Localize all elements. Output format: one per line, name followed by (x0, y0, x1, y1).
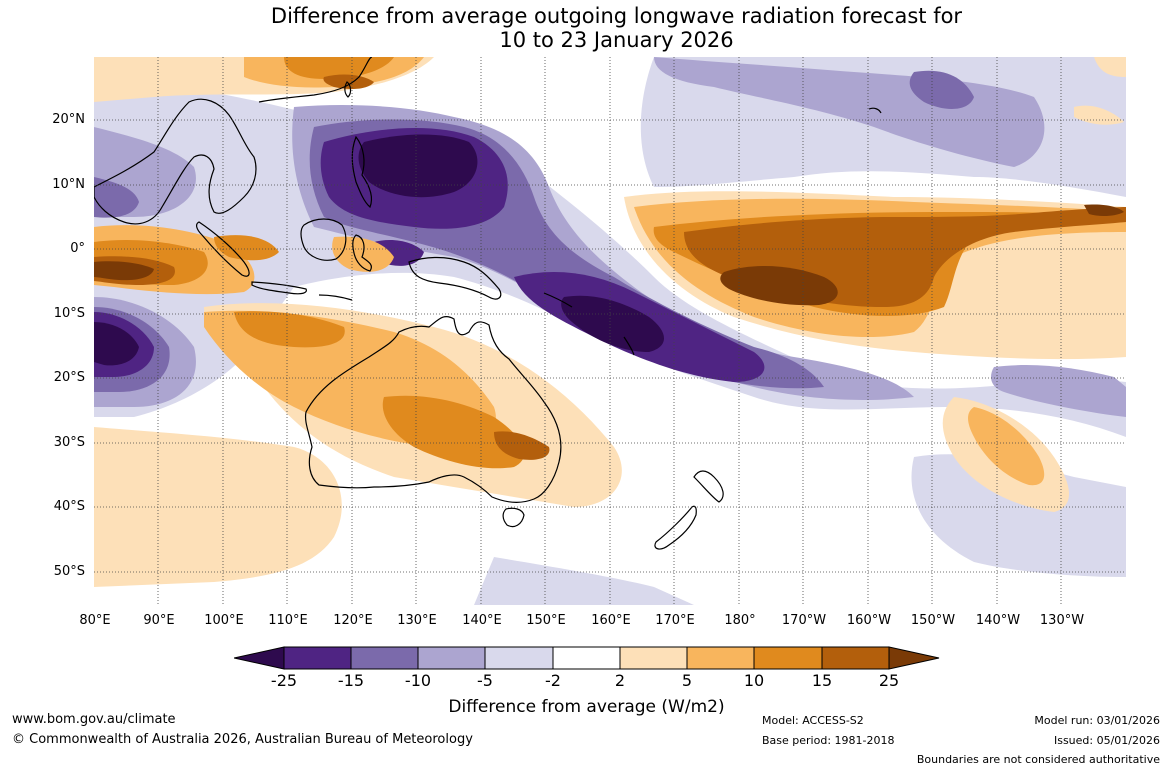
olr-anomaly-map (94, 57, 1126, 605)
philippines-coast (351, 135, 373, 208)
graticule (94, 57, 1126, 605)
lon-label-130w: 130°W (1039, 613, 1085, 628)
lat-label-50s: 50°S (53, 564, 85, 579)
lon-label-140e: 140°E (462, 613, 502, 628)
colorbar-tick: 2 (614, 671, 626, 690)
lat-label-10s: 10°S (53, 306, 85, 321)
copyright-text: © Commonwealth of Australia 2026, Austra… (12, 732, 473, 747)
colorbar-tick: 15 (811, 671, 833, 690)
vanuatu-coast (623, 336, 635, 356)
lon-label-90e: 90°E (143, 613, 175, 628)
colorbar-tick: -25 (270, 671, 298, 690)
colorbar-tick: 5 (681, 671, 693, 690)
title-line-1: Difference from average outgoing longwav… (270, 4, 963, 28)
lon-label-80e: 80°E (79, 613, 111, 628)
se-asia-coast (94, 98, 257, 225)
colorbar-segment-1 (283, 646, 352, 670)
lon-label-170w: 170°W (781, 613, 827, 628)
lon-label-160w: 160°W (846, 613, 892, 628)
lon-label-180: 180° (724, 613, 756, 628)
australia-coast (304, 315, 562, 503)
colorbar-tick: -2 (545, 671, 561, 690)
lat-label-30s: 30°S (53, 435, 85, 450)
lon-label-120e: 120°E (333, 613, 373, 628)
colorbar-segment-7 (686, 646, 755, 670)
colorbar-left-arrow (234, 646, 285, 670)
china-coast (258, 57, 373, 103)
lesser-sunda-coast (318, 294, 353, 301)
anomaly-extreme-purple (94, 134, 664, 366)
colorbar-segment-2 (350, 646, 419, 670)
colorbar-tick: -15 (337, 671, 365, 690)
lat-label-10n: 10°N (52, 177, 85, 192)
anomaly-dark-brown (94, 204, 1124, 306)
borneo-coast (300, 218, 347, 261)
colorbar-segment-8 (753, 646, 823, 670)
lon-label-140w: 140°W (975, 613, 1021, 628)
colorbar-tick: 25 (878, 671, 900, 690)
lon-label-130e: 130°E (397, 613, 437, 628)
website-link[interactable]: www.bom.gov.au/climate (12, 712, 176, 727)
solomon-islands-coast (543, 292, 573, 308)
issued-date: Issued: 05/01/2026 (1053, 734, 1160, 747)
chart-title: Difference from average outgoing longwav… (0, 4, 1173, 52)
lon-label-150e: 150°E (526, 613, 566, 628)
base-period: Base period: 1981-2018 (762, 734, 895, 747)
colorbar-tick: -5 (477, 671, 493, 690)
sulawesi-coast (352, 234, 373, 272)
lat-label-20n: 20°N (52, 112, 85, 127)
model-name: Model: ACCESS-S2 (762, 714, 864, 727)
lon-label-150w: 150°W (910, 613, 956, 628)
colorbar-label: Difference from average (W/m2) (448, 697, 725, 717)
lat-label-40s: 40°S (53, 499, 85, 514)
boundaries-disclaimer: Boundaries are not considered authoritat… (916, 753, 1160, 766)
taiwan-coast (344, 81, 352, 98)
lat-label-equator: 0° (70, 241, 85, 256)
coastlines (94, 57, 882, 550)
colorbar-segment-5 (552, 646, 621, 670)
new-guinea-coast (408, 256, 502, 300)
lon-label-100e: 100°E (204, 613, 244, 628)
new-zealand-coast (654, 470, 724, 550)
title-line-2: 10 to 23 January 2026 (499, 28, 734, 52)
colorbar-segment-4 (484, 646, 554, 670)
hawaii-coast (868, 107, 882, 114)
model-run-date: Model run: 03/01/2026 (1034, 714, 1160, 727)
lon-label-110e: 110°E (268, 613, 308, 628)
colorbar-segment-9 (821, 646, 890, 670)
tasmania-coast (502, 507, 525, 528)
colorbar-right-arrow (888, 646, 940, 670)
lon-label-160e: 160°E (591, 613, 631, 628)
map-svg (94, 57, 1126, 605)
colorbar-tick: -10 (404, 671, 432, 690)
lon-label-170e: 170°E (655, 613, 695, 628)
colorbar-segment-3 (417, 646, 486, 670)
colorbar (234, 646, 940, 670)
java-coast (251, 281, 307, 295)
colorbar-tick: 10 (743, 671, 765, 690)
lat-label-20s: 20°S (53, 370, 85, 385)
colorbar-segment-6 (619, 646, 688, 670)
